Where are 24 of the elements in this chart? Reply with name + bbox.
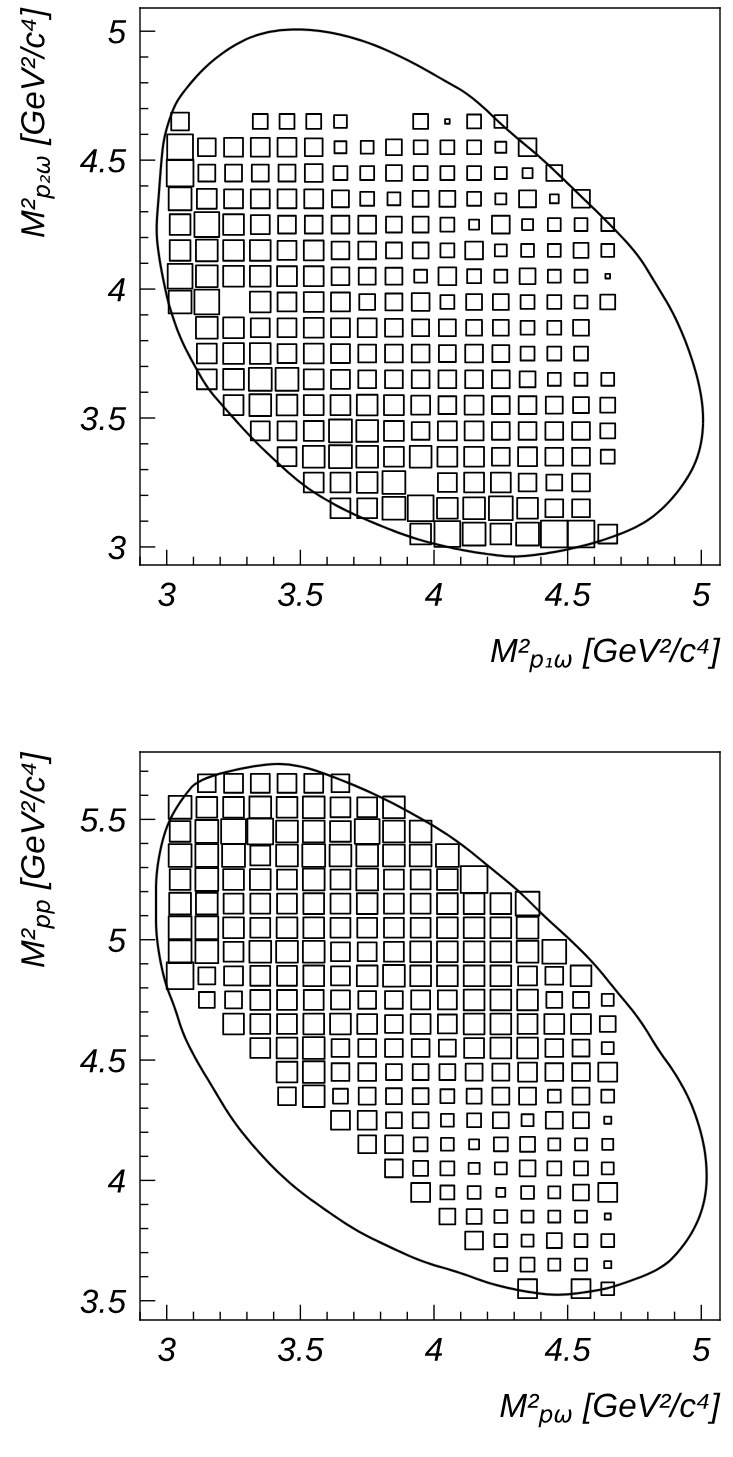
y-tick-label: 5 [108,928,127,953]
y-axis-title: M²$_{p₂ω}$ [GeV²/c⁴] [20,7,55,237]
y-tick-label: 3.5 [80,406,127,431]
x-axis-title: M²$_{p₁ω}$ [GeV²/c⁴] [491,637,721,673]
x-axis-title: M²$_{pω}$ [GeV²/c⁴] [500,1392,721,1428]
x-tick-label: 3.5 [277,582,324,607]
x-tick-label: 3 [158,582,176,607]
x-tick-label: 4.5 [544,582,591,607]
x-tick-label: 3.5 [277,1337,324,1362]
y-tick-label: 4 [107,278,125,302]
x-tick-label: 5 [692,582,711,607]
y-tick-label: 4 [107,1169,125,1193]
x-tick-label: 4 [424,582,443,606]
x-tick-label: 5 [692,1337,711,1362]
x-tick-label: 3 [158,1337,176,1362]
y-tick-label: 5 [108,20,127,44]
y-tick-label: 3.5 [80,1289,127,1314]
y-axis-title: M²$_{pp}$ [GeV²/c⁴] [20,751,55,967]
x-tick-label: 4 [424,1337,443,1361]
y-tick-label: 5.5 [80,808,127,832]
y-tick-label: 4.5 [79,1049,127,1073]
y-tick-label: 4.5 [79,149,127,173]
x-tick-label: 4.5 [544,1337,591,1362]
y-tick-label: 3 [108,535,126,560]
